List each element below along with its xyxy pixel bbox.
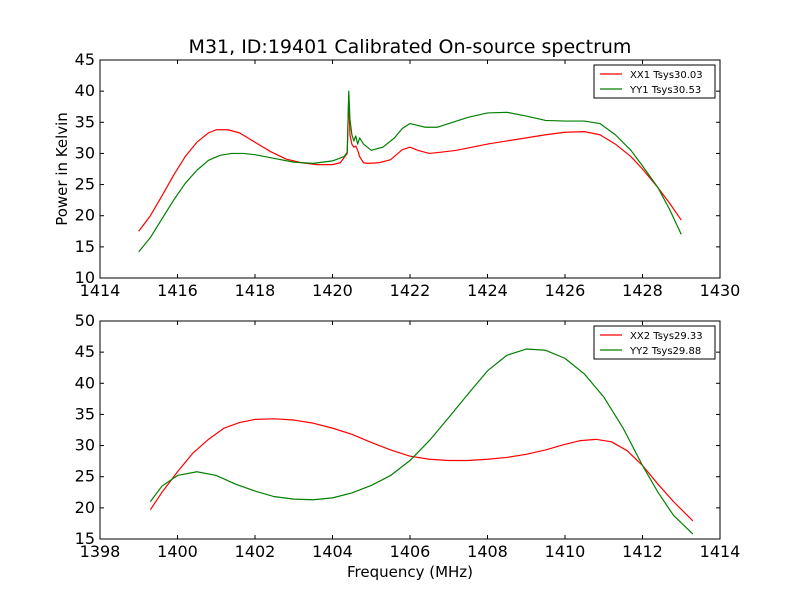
bottom-legend-label-1: XX2 Tsys29.33 xyxy=(630,331,703,342)
top-chart-title: M31, ID:19401 Calibrated On-source spect… xyxy=(189,36,632,58)
bottom-x-tick-label: 1398 xyxy=(80,542,121,561)
bottom-legend-box xyxy=(593,325,716,360)
top-y-tick-label: 10 xyxy=(75,268,95,287)
top-x-tick-label: 1424 xyxy=(467,281,508,300)
bottom-legend-label-2: YY2 Tsys29.88 xyxy=(629,346,701,357)
bottom-legend: XX2 Tsys29.33 YY2 Tsys29.88 xyxy=(593,325,716,360)
bottom-x-tick-label: 1410 xyxy=(545,542,586,561)
top-y-tick-label: 25 xyxy=(75,175,95,194)
top-x-tick-label: 1416 xyxy=(157,281,198,300)
bottom-y-tick-label: 30 xyxy=(75,436,95,455)
top-y-axis-label: Power in Kelvin xyxy=(53,112,71,226)
bottom-x-tick-label: 1404 xyxy=(312,542,353,561)
top-legend-label-1: XX1 Tsys30.03 xyxy=(630,70,703,81)
top-x-tick-label: 1422 xyxy=(390,281,431,300)
top-x-tick-label: 1420 xyxy=(312,281,353,300)
bottom-x-tick-label: 1400 xyxy=(157,542,198,561)
top-x-tick-label: 1426 xyxy=(545,281,586,300)
bottom-x-tick-label: 1402 xyxy=(235,542,276,561)
bottom-y-tick-label: 35 xyxy=(75,404,95,423)
top-series-line-2 xyxy=(138,90,682,253)
top-x-tick-label: 1428 xyxy=(622,281,663,300)
bottom-x-tick-label: 1414 xyxy=(700,542,741,561)
top-legend: XX1 Tsys30.03 YY1 Tsys30.53 xyxy=(593,64,716,99)
bottom-y-tick-label: 20 xyxy=(75,498,95,517)
top-x-tick-label: 1430 xyxy=(700,281,741,300)
bottom-y-tick-label: 15 xyxy=(75,529,95,548)
top-legend-label-2: YY1 Tsys30.53 xyxy=(629,85,701,96)
top-legend-box xyxy=(593,64,716,99)
bottom-series-line-2 xyxy=(149,348,694,535)
bottom-y-tick-label: 50 xyxy=(75,311,95,330)
top-y-tick-label: 20 xyxy=(75,206,95,225)
top-y-tick-label: 35 xyxy=(75,112,95,131)
bottom-y-tick-label: 45 xyxy=(75,342,95,361)
top-x-tick-label: 1418 xyxy=(235,281,276,300)
top-y-tick-label: 30 xyxy=(75,143,95,162)
top-x-tick-label: 1414 xyxy=(80,281,121,300)
bottom-x-axis-label: Frequency (MHz) xyxy=(347,563,473,581)
bottom-x-tick-label: 1412 xyxy=(622,542,663,561)
bottom-y-tick-label: 25 xyxy=(75,467,95,486)
bottom-series-line-1 xyxy=(149,418,694,522)
bottom-x-tick-label: 1406 xyxy=(390,542,431,561)
top-y-tick-label: 45 xyxy=(75,50,95,69)
bottom-y-tick-label: 40 xyxy=(75,373,95,392)
top-plot-area: 1414 1416 1418 1420 1422 1424 1426 1428 1430 10 15… xyxy=(75,50,741,300)
top-y-tick-label: 40 xyxy=(75,81,95,100)
top-series-line-1 xyxy=(138,93,682,232)
bottom-plot-area: 1398 1400 1402 1404 1406 1408 1410 1412 1414 15 20… xyxy=(75,311,741,561)
top-y-tick-label: 15 xyxy=(75,237,95,256)
bottom-x-tick-label: 1408 xyxy=(467,542,508,561)
